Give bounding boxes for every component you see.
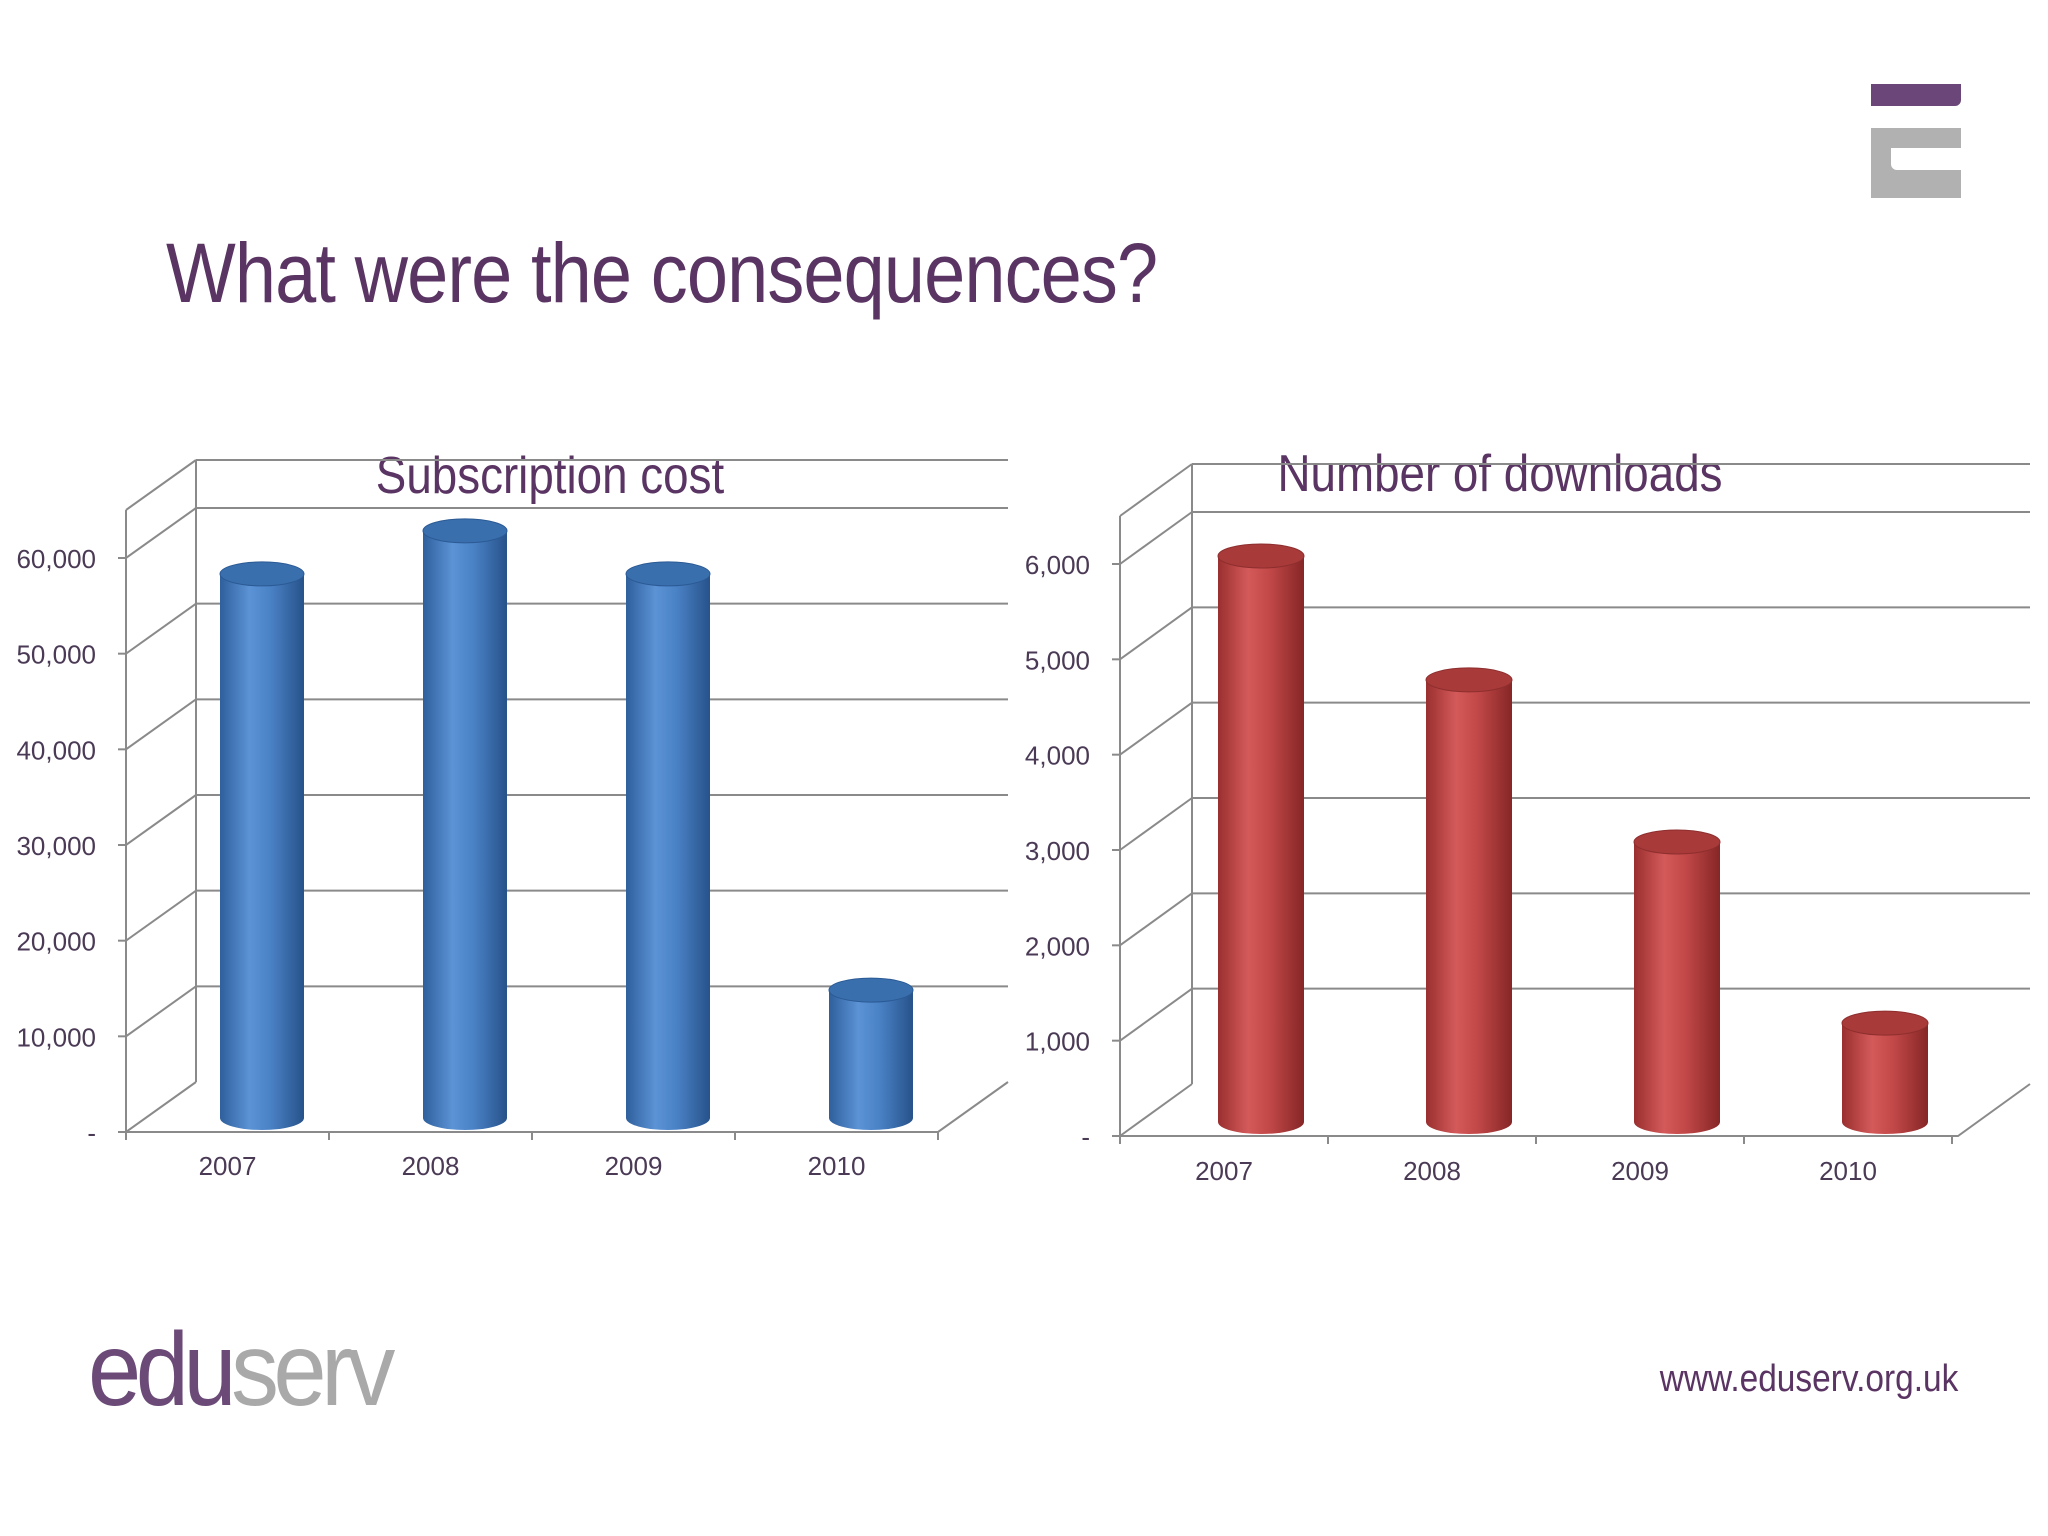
y-tick-label: - — [1081, 1122, 1090, 1152]
x-tick-label: 2007 — [199, 1151, 257, 1181]
bar-top-cap — [219, 561, 305, 587]
floor-edge — [1120, 1083, 2031, 1137]
slide-title: What were the consequences? — [166, 226, 1158, 320]
x-tick-label: 2009 — [1611, 1156, 1669, 1186]
eduserv-mark-icon — [1871, 84, 1961, 198]
bar-top-cap — [828, 977, 914, 1003]
y-tick-label: 3,000 — [1025, 836, 1090, 866]
gridline-diagonal — [125, 602, 197, 655]
chart-title: Subscription cost — [376, 447, 725, 504]
y-tick-label: 10,000 — [16, 1022, 96, 1052]
x-tick-label: 2007 — [1195, 1156, 1253, 1186]
bar-body — [220, 573, 304, 1130]
bar-top-cap — [1841, 1010, 1929, 1036]
bar-body — [626, 573, 710, 1130]
bar-top-cap — [625, 561, 711, 587]
gridline-diagonal — [125, 507, 197, 559]
gridline-diagonal — [1119, 701, 1193, 756]
y-tick-label: 2,000 — [1025, 931, 1090, 961]
gridline-diagonal — [125, 985, 197, 1038]
bar-top-cap — [422, 518, 508, 544]
y-tick-label: 6,000 — [1025, 550, 1090, 580]
bar — [1633, 829, 1721, 1134]
y-tick-label: 20,000 — [16, 927, 96, 957]
logo-serv: serv — [231, 1312, 395, 1428]
eduserv-logo: eduserv — [88, 1318, 395, 1422]
logo-edu: edu — [88, 1312, 237, 1428]
gridline-diagonal — [125, 889, 197, 942]
bar-body — [1426, 679, 1512, 1134]
y-tick-label: - — [87, 1118, 96, 1148]
gridline-diagonal — [1119, 463, 1193, 517]
bar-body — [829, 990, 913, 1130]
y-tick-label: 60,000 — [16, 544, 96, 574]
y-tick-label: 4,000 — [1025, 741, 1090, 771]
gridline-diagonal — [1119, 606, 1193, 661]
gridline-diagonal — [125, 794, 197, 846]
bar — [219, 561, 305, 1130]
floor-diagonal — [125, 1081, 197, 1133]
gridline-diagonal — [125, 698, 197, 751]
website-url: www.eduserv.org.uk — [1659, 1358, 1958, 1400]
bar-body — [423, 530, 507, 1130]
bar — [1425, 667, 1513, 1134]
x-tick-label: 2010 — [1819, 1156, 1877, 1186]
y-tick-label: 5,000 — [1025, 645, 1090, 675]
y-tick-label: 1,000 — [1025, 1027, 1090, 1057]
chart-1: Subscription cost - 10,000 20,000 30,000 40,0… — [16, 447, 1009, 1181]
y-tick-label: 40,000 — [16, 735, 96, 765]
bar-top-cap — [1425, 667, 1513, 693]
bar — [1217, 543, 1305, 1134]
y-tick-label: 30,000 — [16, 831, 96, 861]
bar-body — [1842, 1023, 1928, 1134]
y-tick-label: 50,000 — [16, 640, 96, 670]
gridline-diagonal — [1119, 511, 1193, 565]
gridline-diagonal — [1119, 797, 1193, 851]
chart-title: Number of downloads — [1277, 445, 1722, 502]
gridline-diagonal — [125, 459, 197, 511]
floor-diagonal — [1119, 1083, 1193, 1137]
x-tick-label: 2009 — [605, 1151, 663, 1181]
bar — [625, 561, 711, 1130]
gridline-diagonal — [1119, 987, 1193, 1042]
x-tick-label: 2010 — [808, 1151, 866, 1181]
bar-top-cap — [1633, 829, 1721, 855]
bar-top-cap — [1217, 543, 1305, 569]
bar-body — [1634, 842, 1720, 1134]
bar — [422, 518, 508, 1130]
bar — [1841, 1010, 1929, 1134]
bar-body — [1218, 556, 1304, 1134]
x-tick-label: 2008 — [1403, 1156, 1461, 1186]
gridline-diagonal — [1119, 892, 1193, 947]
x-tick-label: 2008 — [402, 1151, 460, 1181]
bar — [828, 977, 914, 1130]
chart-2: Number of downloads - 1,000 2,000 3,000 4,000… — [1025, 445, 2031, 1186]
